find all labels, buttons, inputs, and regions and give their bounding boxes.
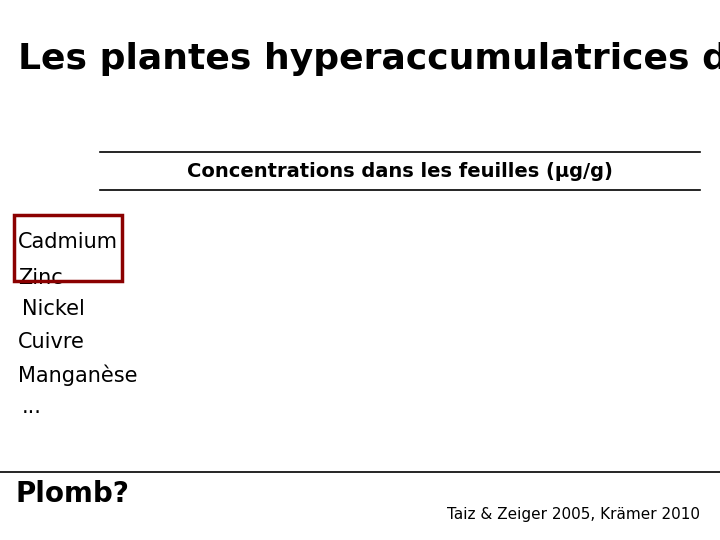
Text: Zinc: Zinc (18, 268, 63, 288)
Bar (14, 215, 122, 281)
Text: Cuivre: Cuivre (18, 332, 85, 352)
Text: Cadmium: Cadmium (18, 232, 118, 252)
Text: Plomb?: Plomb? (16, 480, 130, 508)
Text: Taiz & Zeiger 2005, Krämer 2010: Taiz & Zeiger 2005, Krämer 2010 (447, 507, 700, 522)
Text: ...: ... (22, 397, 42, 417)
Text: Manganèse: Manganèse (18, 365, 138, 387)
Text: Nickel: Nickel (22, 299, 85, 319)
Text: Les plantes hyperaccumulatrices de métaux: Les plantes hyperaccumulatrices de métau… (18, 40, 720, 76)
Text: Concentrations dans les feuilles (µg/g): Concentrations dans les feuilles (µg/g) (187, 162, 613, 181)
